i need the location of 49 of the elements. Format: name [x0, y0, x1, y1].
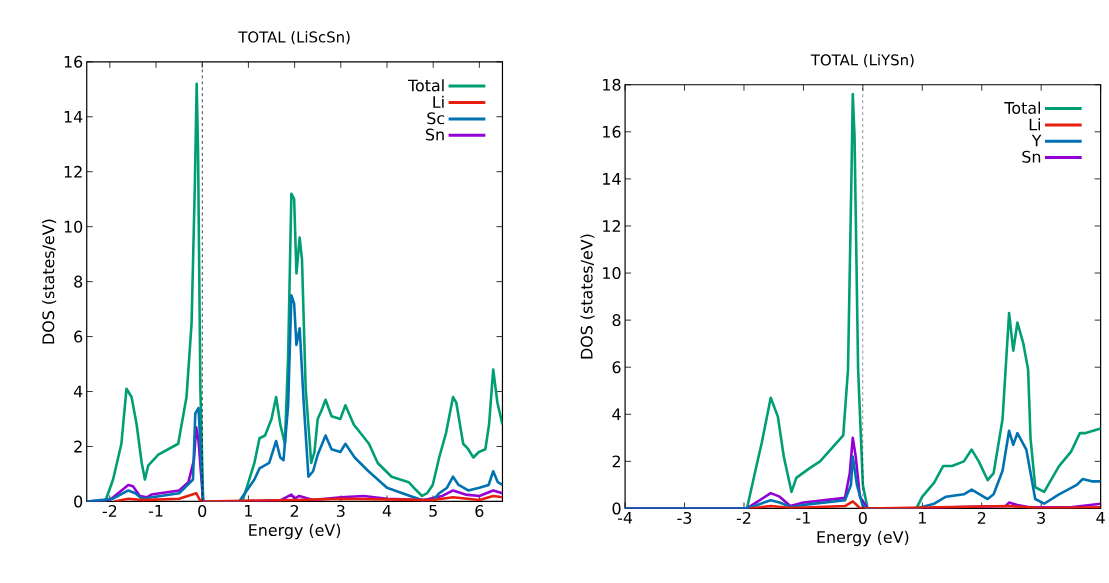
legend-label: Total — [407, 79, 444, 92]
legend-label: Y — [1031, 134, 1042, 147]
x-tick-label: 2 — [290, 504, 299, 517]
x-axis-title: Energy (eV) — [817, 530, 909, 547]
x-axis-title: Energy (eV) — [249, 523, 341, 540]
legend-label: Sc — [427, 112, 445, 125]
chart-title: TOTAL (LiYSn) — [810, 53, 914, 68]
x-tick-label: 0 — [198, 504, 207, 517]
y-tick-label: 8 — [74, 275, 83, 288]
x-tick-label: 0 — [858, 511, 867, 524]
x-tick-label: -1 — [796, 511, 810, 524]
x-tick-label: -1 — [148, 504, 163, 517]
y-tick-label: 2 — [612, 455, 620, 468]
x-tick-label: 3 — [1037, 511, 1045, 524]
y-tick-label: 10 — [603, 266, 621, 279]
x-tick-label: 1 — [245, 504, 252, 517]
y-tick-label: 4 — [73, 385, 83, 398]
chart-title: TOTAL (LiScSn) — [238, 30, 350, 45]
y-tick-label: 18 — [603, 78, 621, 91]
y-tick-label: 14 — [603, 173, 621, 185]
x-tick-label: 5 — [429, 504, 437, 517]
y-tick-label: 16 — [64, 55, 83, 68]
x-tick-label: 6 — [475, 504, 484, 517]
y-tick-label: 10 — [64, 220, 83, 233]
x-tick-label: 4 — [382, 504, 392, 517]
legend-label: Li — [1029, 118, 1040, 131]
x-tick-label: -2 — [102, 504, 117, 517]
y-tick-label: 16 — [603, 125, 621, 138]
legend-label: Li — [433, 95, 444, 108]
y-axis-title: DOS (states/eV) — [580, 234, 595, 359]
x-tick-label: 2 — [977, 511, 986, 524]
y-tick-label: 2 — [74, 440, 82, 453]
x-tick-label: 3 — [336, 504, 345, 517]
x-tick-label: -3 — [677, 511, 692, 524]
legend-label: Sn — [1022, 150, 1041, 163]
x-tick-label: -2 — [736, 511, 751, 524]
y-tick-label: 6 — [74, 330, 83, 343]
y-tick-label: 6 — [612, 361, 621, 374]
legend-label: Sn — [425, 128, 444, 141]
y-tick-label: 4 — [612, 408, 621, 420]
y-tick-label: 12 — [64, 165, 82, 178]
x-tick-label: 1 — [918, 511, 926, 524]
y-tick-label: 0 — [74, 495, 83, 508]
y-tick-label: 12 — [603, 219, 620, 232]
y-axis-title: DOS (states/eV) — [42, 219, 57, 344]
legend-label: Total — [1004, 101, 1041, 114]
y-tick-label: 8 — [612, 314, 621, 327]
x-tick-label: 4 — [1096, 511, 1105, 524]
y-tick-label: 14 — [64, 110, 83, 123]
